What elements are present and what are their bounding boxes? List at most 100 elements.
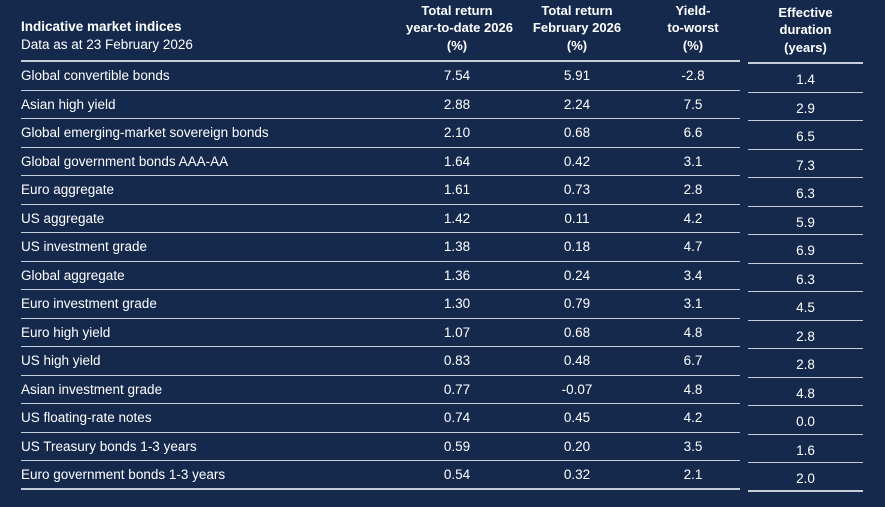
- yield-to-worst-value: 4.2: [683, 410, 703, 426]
- table-title-block: Indicative market indices Data as at 23 …: [21, 18, 406, 60]
- ytd-return-value: 1.36: [443, 267, 471, 283]
- column-header-ytd-return: Total return year-to-date 2026 (%): [406, 2, 513, 53]
- table-row: Global convertible bonds 7.54 5.91 -2.8: [21, 62, 740, 91]
- feb-return-value: 0.11: [564, 210, 590, 226]
- effective-duration-value: 0.0: [748, 406, 863, 435]
- ytd-return-value: 1.61: [443, 182, 471, 198]
- column-header-yield-to-worst: Yield- to-worst (%): [667, 2, 719, 53]
- index-name: US investment grade: [21, 239, 148, 255]
- index-name: Euro high yield: [21, 324, 111, 340]
- effective-duration-value: 4.8: [748, 378, 863, 406]
- index-name: US aggregate: [21, 210, 105, 226]
- effective-duration-value: 6.3: [748, 178, 863, 207]
- yield-to-worst-value: 4.7: [683, 239, 703, 255]
- feb-return-value: 0.73: [563, 182, 591, 198]
- yield-to-worst-value: 3.5: [683, 438, 703, 454]
- table-row: US aggregate 1.42 0.11 4.2: [21, 205, 740, 233]
- yield-to-worst-value: 4.8: [683, 324, 703, 340]
- yield-to-worst-value: -2.8: [681, 68, 705, 84]
- ytd-return-value: 1.30: [443, 296, 471, 312]
- table-row: US investment grade 1.38 0.18 4.7: [21, 233, 740, 262]
- feb-return-value: 0.20: [563, 438, 591, 454]
- index-name: Global government bonds AAA-AA: [21, 153, 229, 169]
- ytd-return-value: 7.54: [443, 68, 471, 84]
- table-row: Asian investment grade 0.77 -0.07 4.8: [21, 376, 740, 404]
- index-name: Euro aggregate: [21, 182, 115, 198]
- effective-duration-value: 1.6: [748, 435, 863, 463]
- feb-return-value: 0.68: [563, 324, 591, 340]
- feb-return-value: 5.91: [563, 68, 591, 84]
- effective-duration-value: 2.9: [748, 93, 863, 121]
- effective-duration-value: 5.9: [748, 207, 863, 235]
- index-name: Asian investment grade: [21, 381, 163, 397]
- main-table-section: Indicative market indices Data as at 23 …: [21, 0, 740, 490]
- yield-to-worst-value: 4.2: [683, 210, 703, 226]
- yield-to-worst-value: 3.1: [683, 153, 703, 169]
- feb-return-value: 0.79: [563, 296, 591, 312]
- table-row: Euro government bonds 1-3 years 0.54 0.3…: [21, 461, 740, 490]
- yield-to-worst-value: 3.1: [683, 296, 703, 312]
- yield-to-worst-value: 6.7: [683, 353, 703, 369]
- table-row: Euro investment grade 1.30 0.79 3.1: [21, 290, 740, 319]
- effective-duration-value: 1.4: [748, 64, 863, 93]
- ytd-return-value: 2.88: [443, 96, 471, 112]
- feb-return-value: 0.48: [563, 353, 591, 369]
- effective-duration-value: 6.9: [748, 235, 863, 264]
- yield-to-worst-value: 2.8: [683, 182, 703, 198]
- table-row: US high yield 0.83 0.48 6.7: [21, 347, 740, 376]
- ytd-return-value: 0.59: [443, 438, 471, 454]
- effective-duration-value: 6.3: [748, 264, 863, 292]
- feb-return-value: 0.45: [563, 410, 591, 426]
- column-header-feb-return: Total return February 2026 (%): [532, 2, 622, 53]
- table-row: Global emerging-market sovereign bonds 2…: [21, 119, 740, 148]
- index-name: Asian high yield: [21, 96, 116, 112]
- table-row: Global government bonds AAA-AA 1.64 0.42…: [21, 148, 740, 176]
- index-name: Global aggregate: [21, 267, 125, 283]
- feb-return-value: 0.42: [563, 153, 591, 169]
- feb-return-value: 0.68: [563, 125, 591, 141]
- yield-to-worst-value: 7.5: [683, 96, 703, 112]
- column-header-effective-duration: Effective duration (years): [748, 0, 863, 64]
- index-name: Global convertible bonds: [21, 68, 170, 84]
- feb-return-value: 2.24: [563, 96, 591, 112]
- index-name: US Treasury bonds 1-3 years: [21, 438, 197, 454]
- effective-duration-value: 2.0: [748, 463, 863, 492]
- ytd-return-value: 1.38: [443, 239, 471, 255]
- ytd-return-value: 0.74: [443, 410, 471, 426]
- effective-duration-value: 6.5: [748, 121, 863, 150]
- effective-duration-value: 2.8: [748, 349, 863, 378]
- yield-to-worst-value: 2.1: [683, 467, 703, 482]
- table-row: US Treasury bonds 1-3 years 0.59 0.20 3.…: [21, 433, 740, 461]
- feb-return-value: -0.07: [561, 381, 593, 397]
- effective-duration-column: Effective duration (years) 1.4 2.9 6.5 7…: [748, 0, 863, 492]
- table-subtitle: Data as at 23 February 2026: [21, 37, 193, 52]
- effective-duration-value: 2.8: [748, 321, 863, 349]
- table-header-row: Indicative market indices Data as at 23 …: [21, 0, 740, 62]
- ytd-return-value: 0.77: [443, 381, 471, 397]
- table-title: Indicative market indices: [21, 19, 182, 34]
- effective-duration-value: 4.5: [748, 292, 863, 321]
- table-row: Global aggregate 1.36 0.24 3.4: [21, 262, 740, 290]
- index-name: US high yield: [21, 353, 101, 369]
- effective-duration-value: 7.3: [748, 150, 863, 178]
- index-name: Euro government bonds 1-3 years: [21, 467, 226, 482]
- feb-return-value: 0.18: [563, 239, 591, 255]
- feb-return-value: 0.24: [563, 267, 591, 283]
- yield-to-worst-value: 4.8: [683, 381, 703, 397]
- table-row: Euro aggregate 1.61 0.73 2.8: [21, 176, 740, 205]
- table-row: US floating-rate notes 0.74 0.45 4.2: [21, 404, 740, 433]
- ytd-return-value: 0.54: [443, 467, 471, 482]
- table-row: Euro high yield 1.07 0.68 4.8: [21, 319, 740, 347]
- ytd-return-value: 1.07: [443, 324, 471, 340]
- ytd-return-value: 2.10: [443, 125, 471, 141]
- ytd-return-value: 0.83: [443, 353, 471, 369]
- index-name: Euro investment grade: [21, 296, 157, 312]
- feb-return-value: 0.32: [563, 467, 591, 482]
- index-name: US floating-rate notes: [21, 410, 152, 426]
- yield-to-worst-value: 6.6: [683, 125, 703, 141]
- index-name: Global emerging-market sovereign bonds: [21, 125, 269, 141]
- ytd-return-value: 1.64: [443, 153, 471, 169]
- yield-to-worst-value: 3.4: [683, 267, 703, 283]
- ytd-return-value: 1.42: [443, 210, 471, 226]
